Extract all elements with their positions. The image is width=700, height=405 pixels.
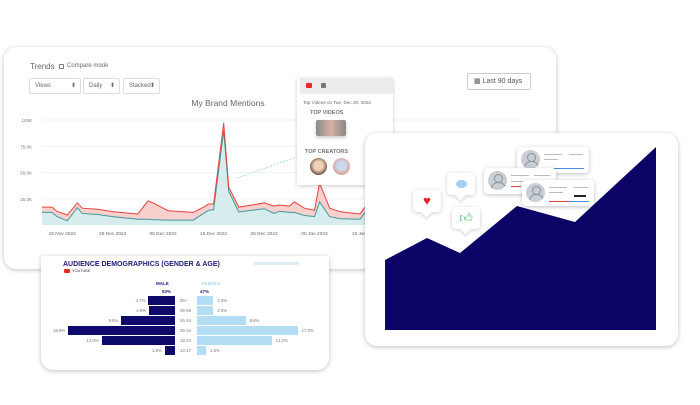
creator-avatar[interactable] bbox=[333, 158, 350, 175]
growth-area-shape bbox=[385, 147, 656, 330]
top-creators-label: TOP CREATORS bbox=[305, 149, 348, 155]
male-bar bbox=[149, 306, 175, 315]
female-value: 1.6% bbox=[210, 348, 220, 353]
age-label: 55+ bbox=[180, 298, 188, 303]
user-icon bbox=[526, 183, 545, 202]
top-content-popup: Top Videos on Tue, Dec 20, 2022 TOP VIDE… bbox=[297, 78, 393, 185]
growth-illustration-card: ♥ 👍︎ bbox=[365, 133, 678, 346]
series-line-0 bbox=[42, 130, 366, 222]
female-label: FEMALE bbox=[202, 281, 221, 286]
metric-select[interactable]: Views ⬍ bbox=[29, 78, 81, 94]
female-total: 47% bbox=[200, 289, 210, 294]
female-value: 2.9% bbox=[217, 308, 228, 313]
metric-select-value: Views bbox=[35, 83, 51, 89]
y-tick-label: 75.0K bbox=[20, 144, 32, 149]
popup-subtitle: Top Videos on Tue, Dec 20, 2022 bbox=[303, 100, 371, 105]
female-value: 2.9% bbox=[217, 298, 228, 303]
x-tick-label: 16 Nov 2022 bbox=[49, 231, 77, 237]
male-value: 1.8% bbox=[152, 348, 162, 353]
female-bar bbox=[197, 316, 246, 325]
audience-demographics-card: AUDIENCE DEMOGRAPHICS (GENDER & AGE) YOU… bbox=[41, 256, 329, 370]
male-value: 13.0% bbox=[86, 338, 99, 343]
x-tick-label: 06 Dec 2022 bbox=[150, 231, 178, 237]
demographics-title: AUDIENCE DEMOGRAPHICS (GENDER & AGE) bbox=[63, 261, 220, 268]
male-value: 9.5% bbox=[108, 318, 119, 323]
date-range-label: Last 90 days bbox=[482, 78, 523, 85]
female-value: 8.6% bbox=[249, 318, 260, 323]
x-tick-label: 05 Jan 2023 bbox=[301, 231, 328, 237]
compare-mode-label: Compare mode bbox=[67, 63, 109, 69]
comment-icon bbox=[447, 173, 475, 195]
male-bar bbox=[121, 316, 175, 325]
x-tick-label: 16 Dec 2022 bbox=[200, 231, 228, 237]
age-label: 18-24 bbox=[180, 338, 191, 343]
x-tick-label: 26 Nov 2022 bbox=[99, 231, 127, 237]
calendar-icon: ▦ bbox=[474, 78, 481, 85]
facebook-icon[interactable] bbox=[321, 83, 326, 88]
heart-icon: ♥ bbox=[413, 190, 441, 212]
female-bar bbox=[197, 326, 298, 335]
female-value: 13.2% bbox=[275, 338, 288, 343]
chart-title: My Brand Mentions bbox=[191, 98, 264, 108]
date-range-button[interactable]: ▦ Last 90 days bbox=[467, 73, 531, 90]
age-label: 13-17 bbox=[180, 348, 191, 353]
connector-line bbox=[236, 156, 298, 179]
male-value: 18.9% bbox=[53, 328, 66, 333]
age-label: 45-55 bbox=[180, 308, 191, 313]
female-bar bbox=[197, 336, 272, 345]
y-tick-label: 25.0K bbox=[20, 197, 32, 202]
user-icon bbox=[488, 171, 507, 190]
male-value: 4.6% bbox=[136, 308, 147, 313]
male-bar bbox=[68, 326, 175, 335]
select-arrows-icon: ⬍ bbox=[109, 83, 115, 89]
female-value: 17.8% bbox=[301, 328, 314, 333]
select-arrows-icon: ⬍ bbox=[70, 83, 76, 89]
series-line-1 bbox=[42, 123, 366, 216]
male-total: 53% bbox=[162, 289, 172, 294]
female-bar bbox=[197, 306, 214, 315]
profile-card bbox=[522, 180, 594, 206]
trends-title: Trends bbox=[30, 62, 55, 71]
interval-select[interactable]: Daily ⬍ bbox=[83, 78, 120, 94]
user-icon bbox=[521, 150, 540, 169]
male-bar bbox=[148, 296, 175, 305]
select-arrows-icon: ⬍ bbox=[149, 83, 155, 89]
male-value: 4.7% bbox=[135, 298, 146, 303]
y-tick-label: 100K bbox=[21, 118, 32, 123]
demographics-source: YOUTUBE bbox=[72, 269, 91, 273]
mode-select-value: Stacked bbox=[129, 83, 151, 89]
female-bar bbox=[197, 346, 207, 355]
age-label: 25-34 bbox=[180, 328, 191, 333]
thumbs-up-icon: 👍︎ bbox=[452, 207, 480, 229]
male-bar bbox=[164, 346, 175, 355]
x-tick-label: 26 Dec 2022 bbox=[250, 231, 278, 237]
age-label: 34-44 bbox=[180, 318, 191, 323]
placeholder-bar bbox=[254, 262, 299, 265]
male-label: MALE bbox=[156, 281, 169, 286]
growth-area bbox=[385, 147, 656, 330]
interval-select-value: Daily bbox=[89, 83, 103, 89]
female-bar bbox=[197, 296, 214, 305]
mode-select[interactable]: Stacked ⬍ bbox=[123, 78, 160, 94]
creator-avatar[interactable] bbox=[310, 158, 327, 175]
top-video-thumbnail[interactable] bbox=[316, 120, 346, 136]
popup-tab-bar bbox=[300, 78, 393, 94]
youtube-icon[interactable] bbox=[306, 83, 312, 88]
y-tick-label: 50.0K bbox=[20, 171, 32, 176]
youtube-icon bbox=[64, 269, 70, 273]
top-videos-label: TOP VIDEOS bbox=[310, 110, 344, 116]
male-bar bbox=[101, 336, 175, 345]
compare-mode-checkbox[interactable] bbox=[59, 64, 64, 69]
series-area-0 bbox=[42, 130, 365, 225]
